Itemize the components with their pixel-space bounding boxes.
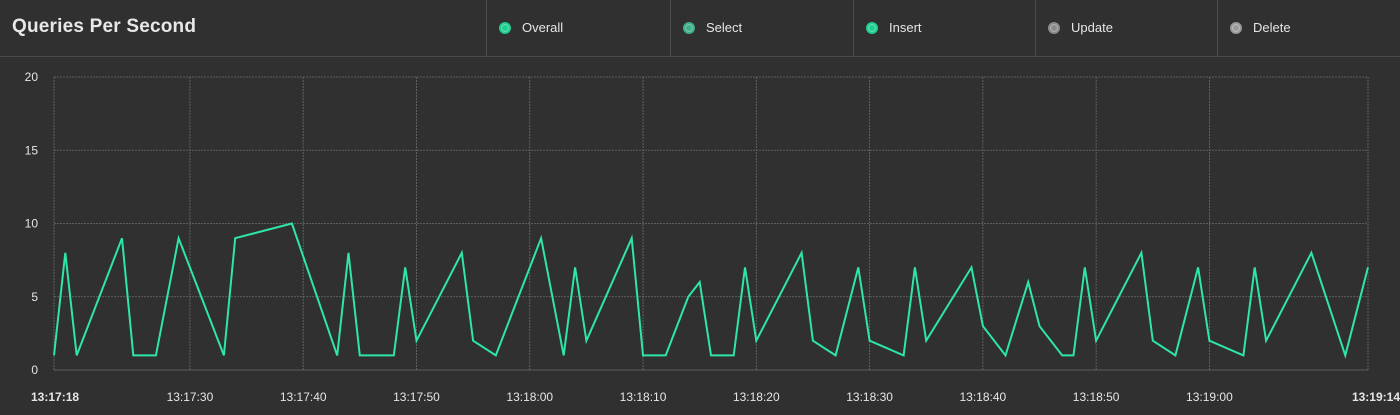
line-chart: 0 5 10 15 20 13:17:18 13:17:30 13:17:40 13:17:50… (0, 57, 1400, 415)
legend-item-select[interactable]: Select (670, 0, 853, 57)
legend-item-overall[interactable]: Overall (486, 0, 670, 57)
x-tick-label: 13:19:00 (1186, 390, 1233, 404)
y-tick-label: 10 (25, 217, 39, 231)
y-tick-label: 5 (31, 290, 38, 304)
legend-label-overall: Overall (522, 20, 563, 35)
circle-icon (866, 22, 878, 34)
legend-label-insert: Insert (889, 20, 922, 35)
legend-item-delete[interactable]: Delete (1217, 0, 1400, 57)
x-tick-label: 13:18:50 (1073, 390, 1120, 404)
x-tick-label-end: 13:19:14 (1352, 390, 1400, 404)
chart-header: Queries Per Second Overall Select Insert… (0, 0, 1400, 57)
y-tick-label: 15 (25, 143, 39, 157)
x-tick-label: 13:18:20 (733, 390, 780, 404)
circle-icon (499, 22, 511, 34)
chart-title: Queries Per Second (12, 16, 196, 38)
x-tick-label: 13:18:00 (506, 390, 553, 404)
x-tick-label: 13:17:50 (393, 390, 440, 404)
legend-label-select: Select (706, 20, 742, 35)
x-tick-label-start: 13:17:18 (31, 390, 79, 404)
legend-label-delete: Delete (1253, 20, 1291, 35)
x-tick-label: 13:18:30 (846, 390, 893, 404)
x-tick-label: 13:17:30 (167, 390, 214, 404)
x-tick-label: 13:18:40 (960, 390, 1007, 404)
legend-item-update[interactable]: Update (1035, 0, 1217, 57)
series-line (54, 224, 1368, 356)
y-tick-label: 20 (25, 70, 39, 84)
circle-icon (683, 22, 695, 34)
circle-icon (1230, 22, 1242, 34)
x-tick-label: 13:18:10 (620, 390, 667, 404)
x-tick-label: 13:17:40 (280, 390, 327, 404)
legend-label-update: Update (1071, 20, 1113, 35)
y-tick-label: 0 (31, 363, 38, 377)
circle-icon (1048, 22, 1060, 34)
legend-item-insert[interactable]: Insert (853, 0, 1035, 57)
